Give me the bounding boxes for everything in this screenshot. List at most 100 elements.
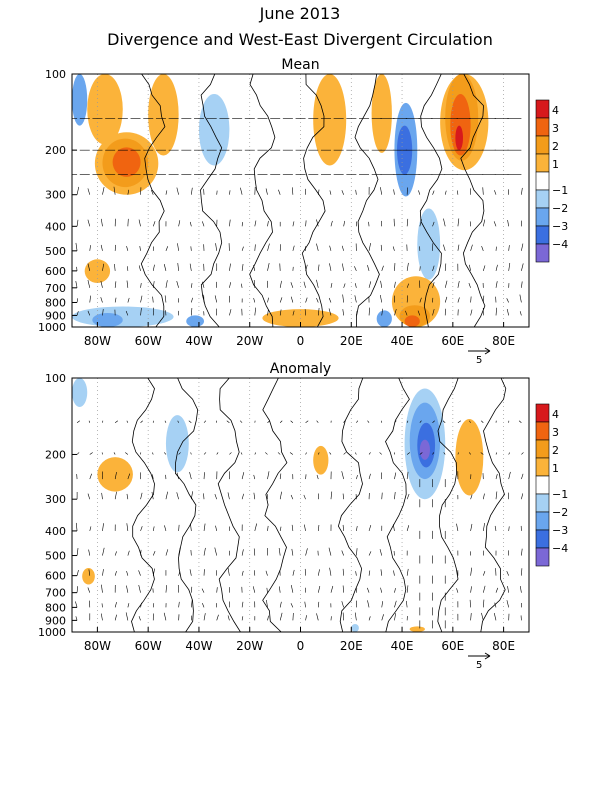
- y-tick-label: 1000: [38, 626, 66, 639]
- vector-arrow: [140, 602, 142, 608]
- vector-arrow: [495, 452, 498, 455]
- shaded-region: [198, 94, 230, 166]
- colorbar-label: −3: [552, 524, 568, 537]
- vector-arrow: [406, 493, 410, 500]
- shaded-region: [72, 74, 88, 126]
- vector-arrow: [380, 187, 383, 195]
- vector-arrow: [114, 491, 117, 500]
- vector-arrow: [267, 471, 270, 480]
- vector-arrow: [316, 297, 319, 303]
- vector-arrow: [190, 523, 192, 531]
- vector-arrow: [239, 420, 243, 423]
- vector-arrow: [241, 493, 244, 500]
- contour-line: [301, 74, 326, 327]
- shaded-region: [409, 626, 425, 632]
- vector-arrow: [317, 601, 320, 608]
- vector-arrow: [253, 265, 256, 271]
- vector-arrow: [151, 190, 154, 195]
- vector-arrow: [508, 471, 511, 480]
- vector-arrow: [188, 420, 192, 423]
- vector-arrow: [202, 221, 205, 227]
- vector-arrow: [140, 420, 143, 423]
- vector-arrow: [481, 245, 484, 251]
- vector-arrow: [240, 187, 243, 195]
- x-tick-label: 60W: [135, 639, 162, 653]
- contour-line: [460, 74, 486, 327]
- vector-arrow: [406, 600, 408, 608]
- vector-arrow: [330, 491, 333, 500]
- y-tick-label: 100: [45, 68, 66, 81]
- y-tick-label: 1000: [38, 321, 66, 334]
- vector-arrow: [89, 295, 91, 303]
- vector-arrow: [368, 616, 371, 621]
- vector-arrow: [393, 189, 395, 195]
- x-tick-label: 40W: [185, 334, 212, 348]
- vector-arrow: [508, 452, 510, 455]
- vector-arrow: [76, 186, 80, 195]
- vector-arrow: [177, 263, 179, 271]
- vector-arrow: [432, 282, 435, 288]
- vector-arrow: [456, 588, 459, 593]
- vector-arrow: [469, 452, 471, 455]
- vector-arrow: [279, 280, 282, 288]
- vector-arrow: [76, 569, 79, 576]
- y-tick-label: 400: [45, 220, 66, 233]
- vector-arrow: [279, 612, 283, 621]
- vector-arrow: [521, 281, 523, 288]
- vector-arrow: [76, 452, 80, 455]
- vector-arrow: [317, 264, 320, 271]
- vector-arrow: [100, 613, 103, 621]
- colorbar-label: 3: [552, 426, 559, 439]
- vector-arrow: [292, 569, 295, 576]
- vector-arrow: [278, 586, 281, 593]
- vector-arrow: [191, 307, 193, 316]
- vector-arrow: [191, 187, 193, 195]
- vector-arrow: [203, 547, 206, 556]
- vector-arrow: [328, 547, 332, 556]
- vector-arrow: [506, 600, 509, 608]
- vector-arrow: [75, 281, 78, 288]
- vector-arrow: [457, 297, 460, 303]
- colorbar-label: −2: [552, 506, 568, 519]
- vector-arrow: [379, 294, 383, 303]
- vector-arrow: [343, 220, 345, 227]
- vector-arrow: [354, 295, 357, 303]
- vector-arrow: [495, 473, 498, 480]
- vector-arrow: [521, 568, 523, 576]
- vector-arrow: [279, 420, 283, 423]
- vector-key-head: [484, 652, 491, 660]
- vector-arrow: [405, 310, 408, 316]
- vector-arrow: [140, 282, 142, 288]
- vector-arrow: [163, 612, 167, 621]
- vector-arrow: [354, 266, 357, 271]
- vector-arrow: [469, 599, 471, 608]
- vector-arrow: [330, 585, 334, 593]
- vector-arrow: [253, 492, 256, 500]
- vector-arrow: [305, 264, 308, 271]
- vector-arrow: [126, 570, 129, 576]
- vector-arrow: [470, 244, 473, 251]
- vector-arrow: [102, 263, 104, 271]
- chart-subtitle: Divergence and West-East Divergent Circu…: [107, 30, 493, 49]
- vector-arrow: [229, 263, 231, 271]
- vector-arrow: [493, 613, 497, 621]
- vector-arrow: [330, 220, 333, 227]
- vector-arrow: [254, 452, 257, 455]
- vector-arrow: [165, 280, 168, 288]
- vector-arrow: [267, 525, 269, 531]
- vector-arrow: [470, 523, 473, 531]
- vector-arrow: [102, 569, 104, 576]
- vector-arrow: [191, 491, 193, 500]
- vector-arrow: [394, 613, 397, 621]
- vector-arrow: [292, 310, 295, 316]
- vector-arrow: [229, 452, 232, 455]
- vector-arrow: [241, 472, 245, 480]
- vector-arrow: [406, 452, 410, 455]
- y-tick-label: 800: [45, 601, 66, 614]
- vector-arrow: [165, 246, 169, 251]
- vector-arrow: [508, 526, 510, 531]
- contour-line: [437, 378, 459, 632]
- colorbar-label: −2: [552, 202, 568, 215]
- vector-arrow: [138, 219, 141, 227]
- vector-arrow: [101, 218, 103, 227]
